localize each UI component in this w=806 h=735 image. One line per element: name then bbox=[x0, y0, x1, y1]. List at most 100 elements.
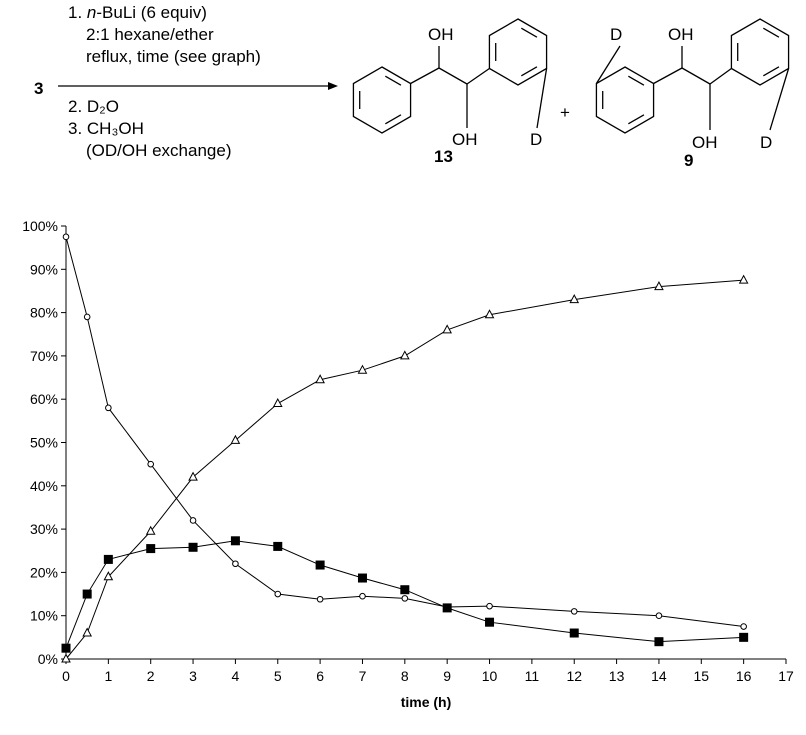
series-line bbox=[65, 279, 744, 660]
data-point bbox=[485, 617, 495, 627]
benzene-ring bbox=[488, 18, 548, 86]
x-tick-label: 8 bbox=[401, 668, 409, 684]
data-point bbox=[272, 397, 283, 408]
y-tick-label: 70% bbox=[30, 348, 58, 364]
y-tick-label: 0% bbox=[38, 651, 58, 667]
x-tick-label: 2 bbox=[147, 668, 155, 684]
benzene-ring bbox=[595, 66, 655, 134]
data-point bbox=[61, 653, 71, 663]
data-point bbox=[188, 542, 198, 552]
data-point bbox=[105, 404, 112, 412]
data-point bbox=[486, 602, 493, 610]
data-point bbox=[570, 608, 578, 615]
data-point bbox=[103, 571, 114, 581]
atom-label: OH bbox=[452, 130, 478, 149]
y-tick-label: 10% bbox=[30, 608, 58, 624]
x-tick-label: 1 bbox=[104, 668, 112, 684]
reaction-scheme: 3 1. n-BuLi (6 equiv) 2:1 hexane/ether ref… bbox=[34, 3, 790, 170]
series-line bbox=[65, 540, 744, 649]
atom-label: OH bbox=[692, 133, 718, 152]
double-bond bbox=[521, 66, 538, 77]
x-tick-label: 3 bbox=[189, 668, 197, 684]
condition-text: 2:1 hexane/ether bbox=[86, 25, 214, 44]
data-point bbox=[400, 585, 410, 595]
x-tick-label: 5 bbox=[274, 668, 282, 684]
y-tick-label: 90% bbox=[30, 261, 58, 277]
x-tick-label: 10 bbox=[482, 668, 498, 684]
data-point bbox=[569, 628, 579, 638]
condition-text: n bbox=[87, 3, 96, 22]
data-point bbox=[655, 612, 663, 620]
data-point bbox=[357, 364, 368, 374]
bond bbox=[681, 67, 711, 85]
bond bbox=[536, 68, 548, 129]
data-point bbox=[62, 233, 70, 241]
y-tick-label: 20% bbox=[30, 564, 58, 580]
double-bond bbox=[763, 27, 780, 38]
bond bbox=[438, 67, 468, 85]
bond bbox=[466, 67, 490, 85]
conditions-below: 2. D₂O 3. CH₃OH (OD/OH exchange) bbox=[68, 97, 232, 160]
y-tick-label: 100% bbox=[22, 218, 58, 234]
data-point bbox=[147, 460, 155, 468]
bond bbox=[769, 68, 790, 131]
data-point bbox=[315, 560, 325, 570]
data-point bbox=[738, 274, 749, 284]
condition-text: reflux, time (see graph) bbox=[86, 47, 261, 66]
x-tick-label: 11 bbox=[525, 668, 540, 684]
x-tick-label: 12 bbox=[566, 668, 582, 684]
condition-line: (OD/OH exchange) bbox=[86, 141, 232, 160]
x-tick-label: 16 bbox=[736, 668, 752, 684]
data-point bbox=[230, 536, 240, 546]
condition-line: reflux, time (see graph) bbox=[86, 47, 261, 66]
data-point bbox=[442, 603, 452, 613]
data-point bbox=[569, 294, 580, 304]
condition-text: -BuLi (6 equiv) bbox=[96, 3, 207, 22]
condition-line: 1. n-BuLi (6 equiv) bbox=[68, 3, 207, 22]
double-bond bbox=[385, 114, 402, 125]
x-tick-label: 4 bbox=[232, 668, 240, 684]
data-point bbox=[739, 632, 749, 642]
compound-label: 13 bbox=[434, 147, 453, 166]
x-tick-label: 7 bbox=[359, 668, 367, 684]
series-line bbox=[65, 236, 744, 628]
data-point bbox=[82, 589, 92, 599]
double-bond bbox=[521, 27, 538, 38]
data-point bbox=[442, 324, 453, 334]
condition-line: 2. D₂O bbox=[68, 97, 119, 116]
benzene-ring bbox=[730, 18, 790, 86]
x-tick-label: 14 bbox=[651, 668, 667, 684]
data-point bbox=[401, 595, 409, 602]
data-point bbox=[359, 592, 366, 600]
data-point bbox=[61, 643, 71, 653]
y-tick-label: 30% bbox=[30, 521, 58, 537]
x-tick-label: 0 bbox=[62, 668, 70, 684]
condition-line: 3. CH₃OH bbox=[68, 119, 144, 138]
bond bbox=[709, 67, 732, 85]
data-point bbox=[82, 627, 93, 637]
double-bond bbox=[385, 75, 402, 86]
double-bond bbox=[763, 66, 780, 77]
y-tick-label: 50% bbox=[30, 435, 58, 451]
condition-line: 2:1 hexane/ether bbox=[86, 25, 214, 44]
structures bbox=[352, 18, 790, 134]
conditions-above: 1. n-BuLi (6 equiv) 2:1 hexane/ether reflu… bbox=[68, 3, 261, 66]
benzene-ring bbox=[352, 66, 412, 134]
x-tick-label: 9 bbox=[443, 668, 451, 684]
atom-label: D bbox=[760, 133, 772, 152]
x-axis-label: time (h) bbox=[401, 694, 452, 710]
double-bond bbox=[628, 114, 645, 125]
reactant-label: 3 bbox=[34, 79, 43, 98]
data-point bbox=[484, 309, 495, 319]
data-point bbox=[399, 350, 410, 360]
data-point bbox=[274, 590, 282, 598]
data-point bbox=[273, 541, 283, 551]
arrowhead bbox=[328, 82, 338, 90]
data-point bbox=[316, 595, 324, 603]
data-point bbox=[189, 517, 197, 524]
atom-label: OH bbox=[668, 25, 694, 44]
data-point bbox=[740, 623, 747, 630]
data-point bbox=[188, 471, 198, 481]
